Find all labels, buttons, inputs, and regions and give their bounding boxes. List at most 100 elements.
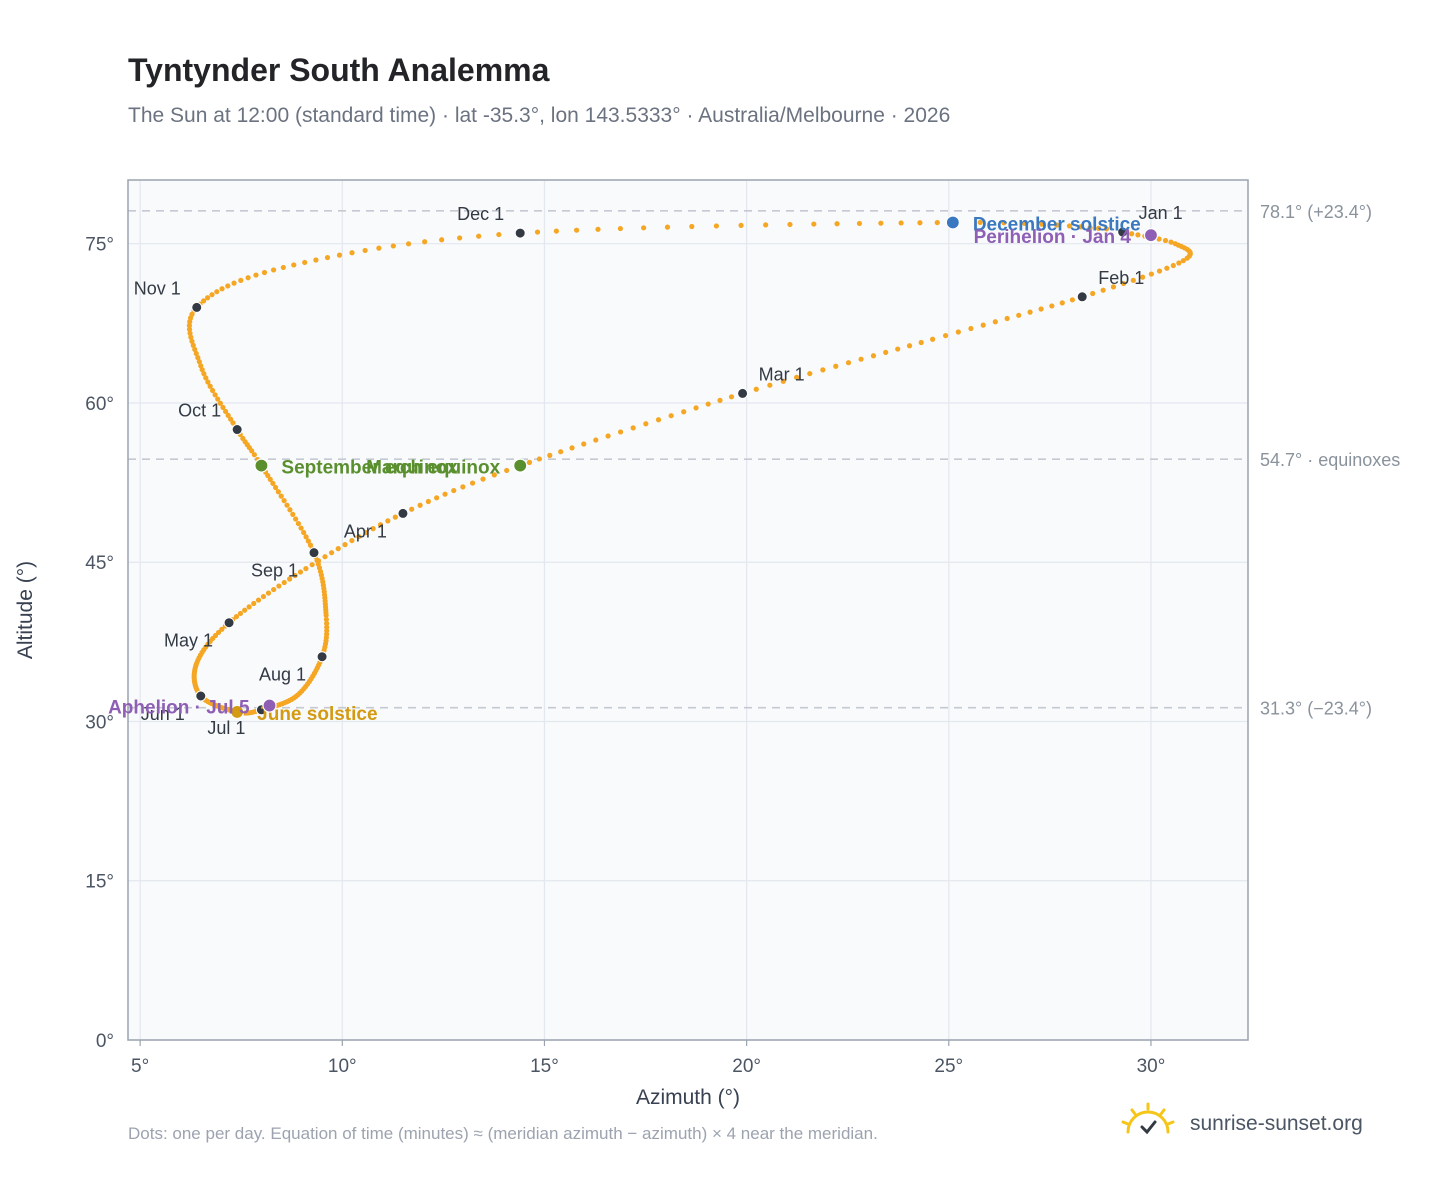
y-tick-label: 75° xyxy=(85,235,114,256)
event-marker xyxy=(254,458,269,473)
day-dot xyxy=(491,472,497,478)
day-dot xyxy=(207,383,213,389)
month-marker xyxy=(191,301,203,313)
day-dot xyxy=(713,223,719,229)
day-dot xyxy=(356,533,362,540)
day-dot xyxy=(251,452,257,458)
day-dot xyxy=(212,392,218,398)
day-dot xyxy=(668,413,674,419)
day-dot xyxy=(641,225,647,231)
day-dot xyxy=(934,219,940,226)
day-dot xyxy=(242,607,248,613)
month-label: Jul 1 xyxy=(207,718,245,738)
day-dot xyxy=(573,227,580,233)
day-dot xyxy=(917,220,923,226)
day-dot xyxy=(417,502,423,508)
day-dot xyxy=(297,569,304,575)
day-dot xyxy=(547,452,553,458)
day-dot xyxy=(253,272,259,278)
month-label: Dec 1 xyxy=(457,204,504,224)
day-dot xyxy=(246,604,252,610)
day-dot xyxy=(1129,231,1135,237)
event-label: Aphelion · Jul 5 xyxy=(108,698,250,719)
day-dot xyxy=(787,221,793,228)
reference-line-label: 54.7° · equinoxes xyxy=(1260,450,1400,470)
day-dot xyxy=(322,554,328,560)
day-dot xyxy=(290,511,296,517)
day-dot xyxy=(906,343,913,349)
day-dot xyxy=(295,520,302,527)
month-marker xyxy=(316,651,328,663)
day-dot xyxy=(276,583,282,589)
day-dot xyxy=(422,239,428,245)
month-label: Sep 1 xyxy=(251,561,298,581)
day-dot xyxy=(451,487,457,494)
day-dot xyxy=(534,229,541,235)
day-dot xyxy=(238,277,244,283)
month-label: Jan 1 xyxy=(1139,203,1183,223)
day-dot xyxy=(496,231,502,238)
day-dot xyxy=(1156,268,1163,274)
day-dot xyxy=(192,346,198,353)
day-dot xyxy=(261,269,268,276)
day-dot xyxy=(405,241,412,247)
day-dot xyxy=(270,480,276,486)
chart-subtitle: The Sun at 12:00 (standard time) · lat -… xyxy=(128,104,951,127)
month-marker xyxy=(308,547,320,559)
day-dot xyxy=(980,322,986,328)
day-dot xyxy=(763,222,769,228)
reference-line-label: 78.1° (+23.4°) xyxy=(1260,202,1372,222)
day-dot xyxy=(272,484,279,491)
event-label: September equinox xyxy=(281,458,458,479)
day-dot xyxy=(323,616,330,623)
day-dot xyxy=(681,409,687,415)
day-dot xyxy=(728,394,735,400)
plot-area xyxy=(128,180,1248,1040)
month-marker xyxy=(1117,226,1129,238)
month-markers: Jan 1 Feb 1 Mar 1 Apr 1 May 1 Jun 1 Jul 1 Aug 1… xyxy=(134,203,1183,738)
day-dot xyxy=(291,262,297,268)
day-dot xyxy=(281,579,287,586)
day-dot xyxy=(349,537,355,544)
day-dot xyxy=(201,371,207,377)
day-dot xyxy=(617,225,624,232)
day-dot xyxy=(833,363,839,369)
day-dot xyxy=(335,546,341,552)
day-dot xyxy=(186,322,192,329)
day-dot xyxy=(442,491,448,497)
event-label: March equinox xyxy=(366,458,501,479)
day-dot xyxy=(188,334,194,340)
month-marker xyxy=(737,387,749,399)
day-dot xyxy=(1170,262,1176,269)
day-dot xyxy=(1156,236,1162,242)
day-dot xyxy=(237,610,244,617)
month-label: Nov 1 xyxy=(134,278,181,298)
day-dot xyxy=(281,498,287,504)
x-tick-label: 25° xyxy=(934,1056,963,1077)
x-tick-label: 5° xyxy=(131,1056,149,1077)
y-axis-label: Altitude (°) xyxy=(14,561,37,659)
day-dot xyxy=(655,417,662,423)
day-dot xyxy=(186,326,193,332)
day-dot xyxy=(1184,255,1190,261)
event-marker xyxy=(262,698,277,713)
day-dot xyxy=(425,498,431,505)
day-dot xyxy=(298,525,304,531)
event-marker xyxy=(230,704,245,720)
day-dot xyxy=(1135,232,1141,238)
day-dot xyxy=(1039,221,1045,227)
day-dot xyxy=(240,435,246,442)
day-dot xyxy=(1180,258,1186,264)
day-dot xyxy=(834,221,840,227)
day-dot xyxy=(593,437,599,443)
day-dot xyxy=(233,614,240,620)
brand-link[interactable]: sunrise-sunset.org xyxy=(1120,1102,1400,1146)
month-label: Aug 1 xyxy=(259,665,306,685)
day-dot xyxy=(260,593,267,600)
plot-frame xyxy=(127,179,1249,1041)
day-dot xyxy=(190,342,196,348)
month-label: Apr 1 xyxy=(344,521,387,541)
day-dot xyxy=(955,329,961,335)
day-dot xyxy=(1038,306,1044,312)
month-marker xyxy=(514,227,526,239)
